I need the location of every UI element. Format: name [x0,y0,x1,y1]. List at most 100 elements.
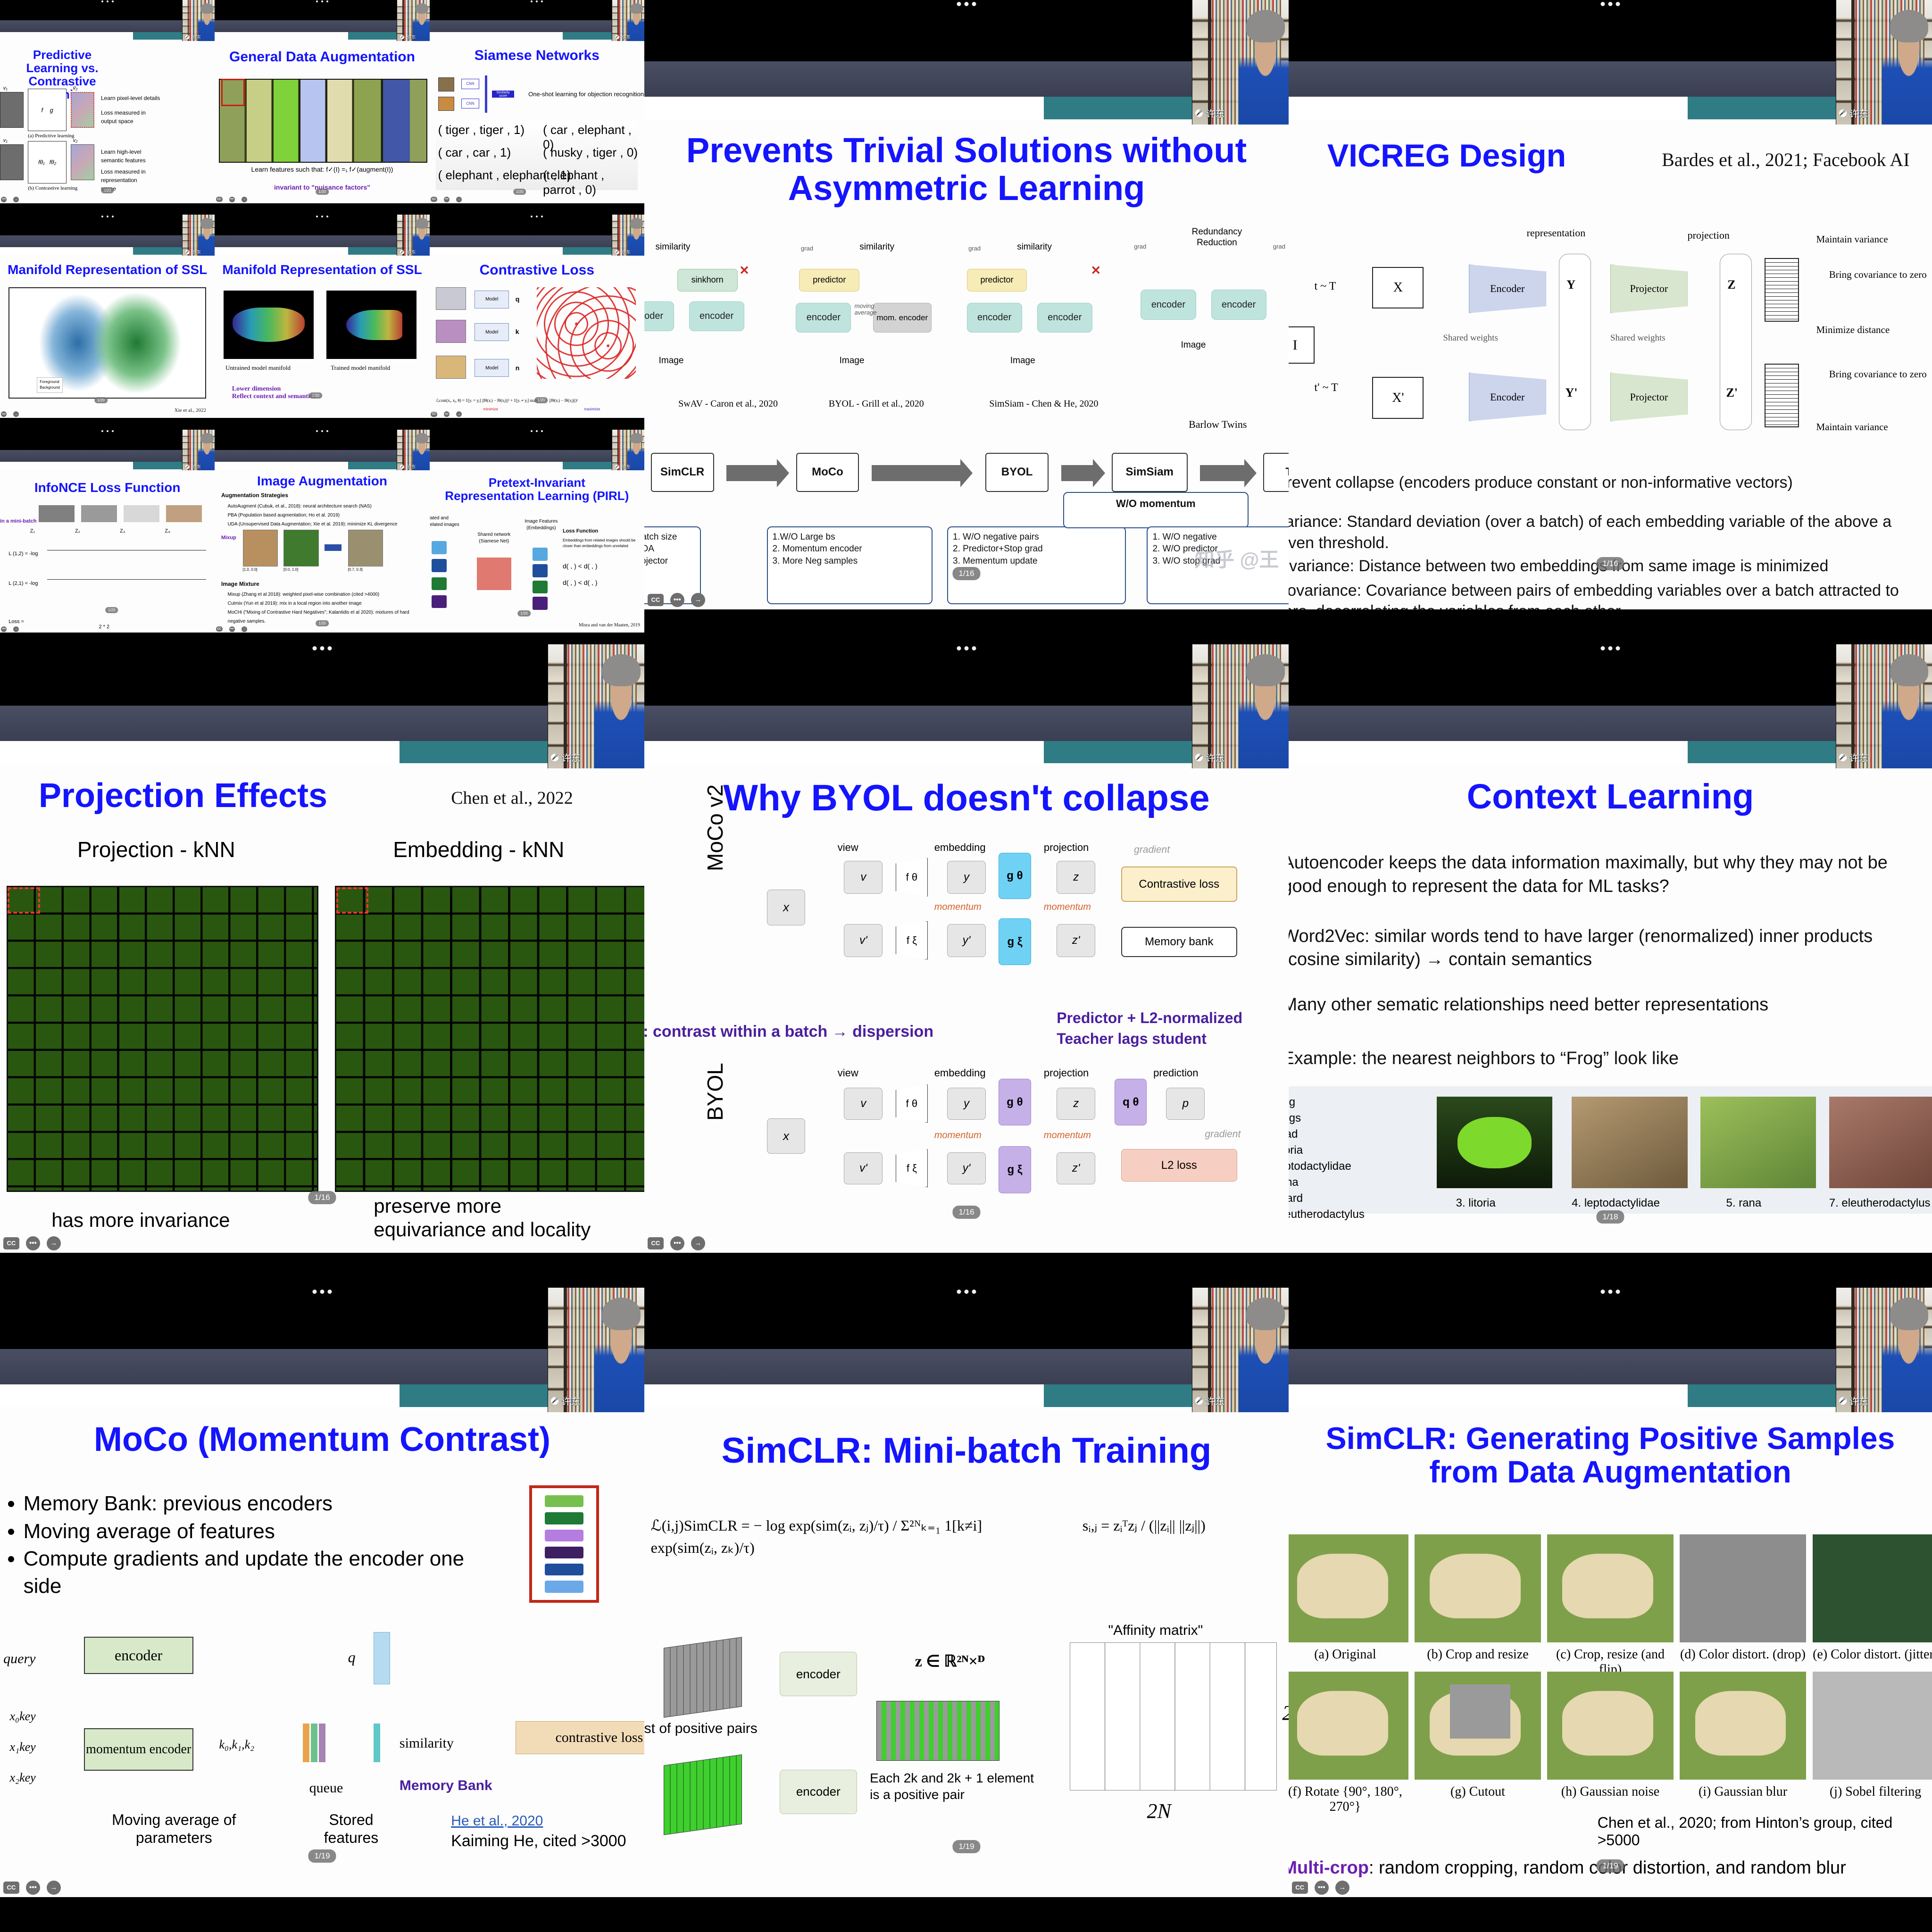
next-slide-icon[interactable]: → [46,1880,61,1895]
legend-background: Background [40,385,60,390]
closed-captions-icon[interactable]: CC [430,197,437,202]
slide-tools[interactable]: CC ••• → [647,1236,705,1250]
closed-captions-icon[interactable]: CC [216,197,223,202]
closed-captions-icon[interactable]: CC [3,1237,19,1249]
next-slide-icon[interactable]: → [46,1236,61,1250]
closed-captions-icon[interactable]: CC [647,1237,664,1249]
webcam-tile[interactable]: 🎤 许东 [1835,644,1932,769]
participant-name: 许东 [192,464,201,469]
more-options-icon[interactable]: ••• [1,411,7,417]
more-options-icon[interactable]: ••• [443,196,450,202]
slide-tools[interactable]: ••• → [1,411,19,417]
slide-tools[interactable]: ••• → [1,196,19,202]
reference-link[interactable]: He et al., 2020 [451,1813,543,1829]
closed-captions-icon[interactable]: CC [216,626,223,632]
more-options-icon[interactable]: ••• [670,1236,684,1250]
next-slide-icon[interactable]: → [13,196,19,202]
presenter-body [627,9,644,41]
webcam-tile[interactable]: 🎤 许东 [397,429,430,471]
next-slide-icon[interactable]: → [456,196,462,202]
webcam-tile[interactable]: 🎤 许东 [548,644,644,769]
closed-captions-icon[interactable]: CC [3,1881,19,1894]
webcam-tile[interactable]: 🎤 许东 [611,429,644,471]
box-contrastive-loss: Contrastive loss [1121,866,1237,902]
webcam-tile[interactable]: 🎤 许东 [611,0,644,41]
slide-tools[interactable]: CC ••• → [430,196,462,202]
input-embedding-4 [432,595,447,608]
page-indicator: 1/20 [513,189,526,195]
window-topbar [1289,1288,1932,1349]
slide-tools[interactable]: CC ••• → [1291,1880,1349,1895]
encoder-bottom: Encoder [1468,373,1546,422]
pair-row-3-right: ( elephant , parrot , 0) [543,168,605,197]
more-options-icon[interactable]: ••• [25,1236,40,1250]
embedding-scatter [537,287,636,379]
aug-image-crop-resize [1415,1534,1541,1642]
next-slide-icon[interactable]: → [13,411,19,417]
webcam-tile[interactable]: 🎤 许东 [1835,1288,1932,1412]
slide-tools[interactable]: CC ••• → [647,592,705,607]
more-options-icon[interactable]: ••• [25,1880,40,1895]
more-options-icon[interactable]: ••• [443,411,450,417]
page-indicator: 1/18 [1596,1210,1624,1224]
next-slide-icon[interactable]: → [241,196,247,202]
slide-tools[interactable]: CC ••• → [3,1880,61,1895]
slide-title: Manifold Representation of SSL [8,262,208,277]
next-slide-icon[interactable]: → [456,411,462,417]
webcam-tile[interactable]: 🎤 许东 [1835,0,1932,125]
caption-byol: BYOL - Grill et al., 2020 [828,399,924,409]
model-input-2 [436,320,466,343]
node-vprime-moco: v' [844,924,883,957]
more-options-icon[interactable]: ••• [229,626,235,632]
more-options-icon[interactable]: ••• [1314,1880,1329,1895]
next-slide-icon[interactable]: → [241,626,247,632]
webcam-tile[interactable]: 🎤 许东 [1192,644,1289,769]
webcam-tile[interactable]: 🎤 许东 [397,0,430,41]
slide-surface: Manifold Representation of SSL Untrained… [215,254,430,418]
participant-name-bar: 🎤 许东 [397,33,429,41]
next-slide-icon[interactable]: → [691,1236,705,1250]
webcam-tile[interactable]: 🎤 许东 [182,215,215,256]
shelf-post [402,0,404,41]
mini-slide-infonce: InfoNCE Loss Function in a mini-batch Z₁… [0,429,215,644]
closed-captions-icon[interactable]: CC [647,593,664,606]
closed-captions-icon[interactable]: CC [430,411,437,417]
slide-tools[interactable]: CC ••• → [216,196,247,202]
caption-c-crop-flip: (c) Crop, resize (and flip) [1556,1647,1665,1677]
note-right-predictor: Predictor + L2-normalized Teacher lags s… [1057,1009,1243,1047]
next-slide-icon[interactable]: → [13,626,19,632]
webcam-tile[interactable]: 🎤 许东 [1192,1288,1289,1412]
webcam-tile[interactable]: 🎤 许东 [182,429,215,471]
z-image-1 [38,505,75,523]
webcam-tile[interactable]: 🎤 许东 [611,215,644,256]
more-options-icon[interactable]: ••• [1,626,7,632]
flow-arrow-2 [872,459,973,488]
more-dots-icon [316,0,328,3]
webcam-tile[interactable]: 🎤 许东 [182,0,215,41]
more-options-icon[interactable]: ••• [670,592,684,607]
shelf-post [1851,0,1855,125]
page-indicator: 1/16 [1596,557,1624,571]
slide-tools[interactable]: CC ••• → [3,1236,61,1250]
slide-tools[interactable]: CC ••• → [216,626,247,632]
page-indicator: 1/20 [534,397,548,403]
label-n: n [515,364,520,372]
label-related-unrelated: Related and unrelated images [430,515,459,527]
presenter-body [627,438,644,471]
next-slide-icon[interactable]: → [1335,1880,1349,1895]
slide-tools[interactable]: CC ••• → [430,411,462,417]
page-indicator: 1/16 [952,566,981,580]
more-options-icon[interactable]: ••• [229,196,235,202]
closed-captions-icon[interactable]: CC [1291,1881,1308,1894]
gray-strip [644,1349,1289,1384]
slide-surface: Context Learning Autoencoder keeps the d… [1289,763,1932,1253]
participant-name-bar: 🎤 许东 [612,248,644,256]
next-slide-icon[interactable]: → [691,592,705,607]
participant-name: 许东 [622,35,631,40]
slide-tools[interactable]: ••• → [1,626,19,632]
webcam-tile[interactable]: 🎤 许东 [397,215,430,256]
webcam-tile[interactable]: 🎤 许东 [548,1288,644,1412]
loss-denominator: 2 * 2 [99,624,110,630]
webcam-tile[interactable]: 🎤 许东 [1192,0,1289,125]
more-options-icon[interactable]: ••• [1,196,7,202]
